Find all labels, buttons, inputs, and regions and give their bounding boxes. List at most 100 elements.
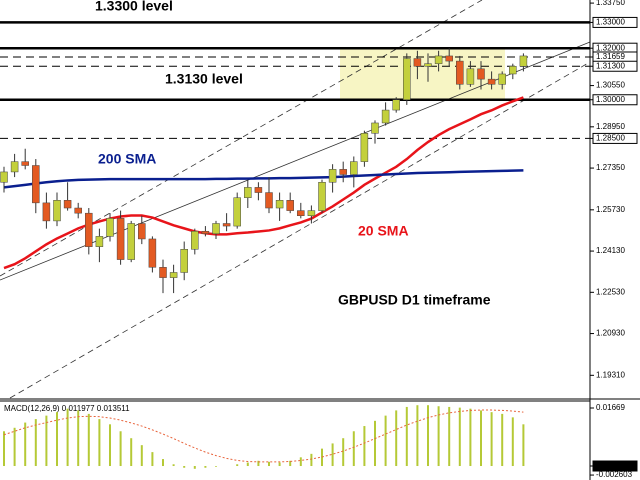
y-tick-label: 1.28950 <box>596 122 625 131</box>
macd-bar <box>162 459 164 467</box>
candle-body <box>498 73 506 85</box>
candle-body <box>328 169 337 183</box>
y-tick-label: 1.27350 <box>596 163 625 172</box>
y-tick-label: 1.22530 <box>596 287 625 296</box>
candle-body <box>191 230 199 250</box>
signal-line <box>3 409 524 463</box>
candle-body <box>53 200 61 222</box>
macd-bar <box>511 417 514 467</box>
tick-label-box <box>592 132 638 144</box>
y-tick-label: 1.25730 <box>596 205 625 214</box>
candle-body <box>106 218 114 237</box>
macd-bar <box>172 464 175 467</box>
y-tick-label: 1.28500 <box>596 134 625 143</box>
candle-body <box>519 55 528 67</box>
candle-body <box>477 68 485 80</box>
annotation: 1.3300 level <box>95 0 173 14</box>
macd-bar <box>501 413 504 467</box>
y-tick-label: 0.00 <box>596 461 612 470</box>
macd-bar <box>130 438 133 467</box>
tick-label-box <box>592 94 638 106</box>
macd-bar <box>299 457 302 467</box>
candle-body <box>95 236 104 247</box>
candle-body <box>159 267 167 278</box>
candle-body <box>424 63 432 67</box>
annotation: GBPUSD D1 timeframe <box>338 292 491 308</box>
macd-bar <box>56 412 58 467</box>
macd-bar <box>342 438 345 467</box>
macd-bar <box>405 406 408 467</box>
candle-body <box>233 197 241 227</box>
y-tick-label: 1.31300 <box>596 61 625 70</box>
candle-body <box>244 187 252 198</box>
candle-body <box>466 68 475 85</box>
macd-bar <box>289 460 292 467</box>
candle-body <box>297 210 305 217</box>
y-tick-label: 0.01669 <box>596 403 625 412</box>
candle-body <box>286 200 294 211</box>
annotation: 20 SMA <box>358 223 409 239</box>
candle-body <box>445 55 453 62</box>
candle-body <box>392 99 400 111</box>
channel-line <box>0 0 483 277</box>
candle-body <box>169 272 178 278</box>
y-tick-label: 1.19310 <box>596 370 625 379</box>
candle-body <box>201 230 210 235</box>
candle-body <box>180 249 188 273</box>
macd-bar <box>24 422 27 467</box>
macd-bar <box>448 406 451 467</box>
macd-bar <box>151 452 154 467</box>
y-tick-label: 1.30550 <box>596 81 625 90</box>
candle-body <box>350 161 358 175</box>
macd-bar <box>236 464 239 467</box>
candle-body <box>360 133 369 162</box>
macd-bar <box>45 415 48 467</box>
annotation: 1.3130 level <box>165 71 243 87</box>
macd-bar <box>183 466 186 468</box>
macd-bar <box>352 431 355 467</box>
annotation: 200 SMA <box>98 151 156 167</box>
macd-bar <box>34 419 37 467</box>
candle-body <box>42 202 51 222</box>
macd-bar <box>310 453 313 467</box>
candle-body <box>509 65 517 75</box>
macd-bar <box>490 412 493 467</box>
candle-body <box>371 122 379 134</box>
tick-label-box <box>592 60 638 72</box>
candle-body <box>307 210 316 217</box>
macd-bar <box>458 407 461 467</box>
macd-bar <box>331 443 334 467</box>
macd-bar <box>87 413 90 467</box>
macd-bar <box>480 410 482 467</box>
candle-body <box>148 238 157 268</box>
tick-label-box <box>592 460 638 472</box>
macd-bar <box>374 420 376 467</box>
candle-body <box>413 58 422 67</box>
candle-body <box>10 161 19 173</box>
candle-body <box>318 181 326 211</box>
macd-bar <box>363 426 366 467</box>
candle-body <box>265 192 273 209</box>
macd-bar <box>204 466 207 468</box>
candle-body <box>127 223 135 260</box>
macd-bar <box>437 406 440 467</box>
candle-body <box>434 55 443 64</box>
macd-bar <box>416 405 419 467</box>
candle-body <box>339 169 347 175</box>
macd-title: MACD(12,26,9) 0.011977 0.013511 <box>4 404 130 413</box>
candle-body <box>85 212 93 247</box>
candle-body <box>456 60 464 85</box>
y-tick-label: 1.33750 <box>596 0 625 7</box>
macd-bar <box>268 461 270 467</box>
candle-body <box>254 187 263 193</box>
macd-bar <box>140 445 143 467</box>
y-tick-label: 1.32000 <box>596 43 625 52</box>
candle-body <box>403 58 411 101</box>
macd-bar <box>522 424 525 467</box>
candle-body <box>32 165 40 204</box>
candle-body <box>275 200 284 209</box>
macd-bar <box>98 419 101 467</box>
macd-bar <box>469 408 472 467</box>
y-tick-label: -0.002603 <box>596 470 633 479</box>
